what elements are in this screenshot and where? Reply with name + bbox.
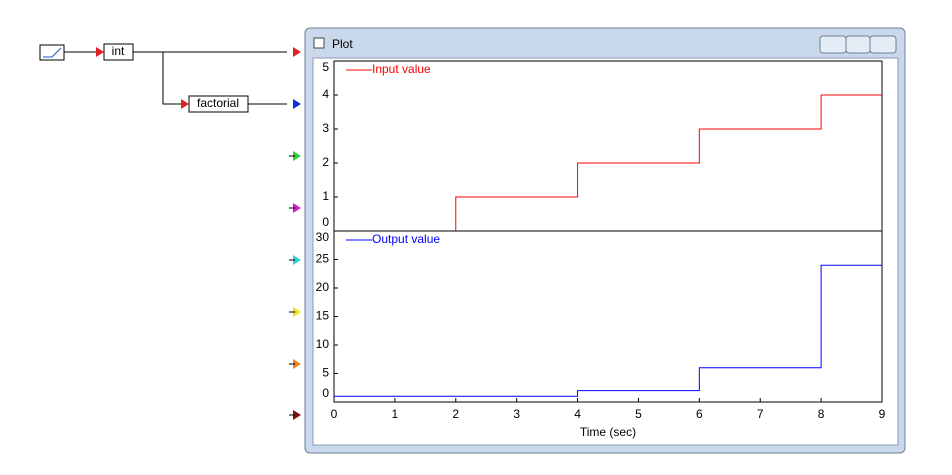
x-tick-label: 5 (635, 407, 642, 421)
x-tick-label: 0 (331, 407, 338, 421)
y-tick-label: 0 (322, 215, 329, 229)
y-tick-label: 10 (316, 337, 330, 351)
plot-canvas (312, 57, 899, 446)
y-tick-label: 20 (316, 280, 330, 294)
y-tick-label: 3 (322, 121, 329, 135)
x-tick-label: 3 (513, 407, 520, 421)
y-tick-label: 0 (322, 386, 329, 400)
block-label: factorial (197, 96, 239, 110)
x-tick-label: 2 (452, 407, 459, 421)
x-tick-label: 4 (574, 407, 581, 421)
port (96, 47, 104, 57)
x-axis-label: Time (sec) (580, 425, 636, 439)
y-tick-label: 1 (322, 189, 329, 203)
x-tick-label: 9 (879, 407, 886, 421)
y-tick-label: 5 (322, 366, 329, 380)
series-line (334, 264, 882, 397)
x-tick-label: 6 (696, 407, 703, 421)
legend-label: Output value (372, 232, 440, 246)
x-tick-label: 1 (392, 407, 399, 421)
ramp-icon (43, 47, 62, 58)
y-tick-label: 5 (322, 60, 329, 74)
y-tick-label: 2 (322, 155, 329, 169)
window-title: Plot (332, 37, 353, 51)
x-tick-label: 8 (818, 407, 825, 421)
y-tick-label: 15 (316, 309, 330, 323)
window-icon (313, 37, 325, 49)
scope-ports (289, 47, 301, 420)
legend-label: Input value (372, 62, 431, 76)
close-button[interactable] (869, 35, 897, 54)
x-tick-label: 7 (757, 407, 764, 421)
plot-window: Plot (304, 27, 906, 454)
block-label: int (112, 44, 125, 58)
maximize-button[interactable] (845, 35, 871, 54)
y-tick-label: 4 (322, 87, 329, 101)
y-tick-label: 30 (316, 230, 330, 244)
wire (133, 51, 287, 105)
series-line (334, 94, 882, 232)
y-tick-label: 25 (316, 252, 330, 266)
ramp-block[interactable] (39, 44, 65, 61)
port (181, 99, 189, 109)
minimize-button[interactable] (819, 35, 847, 54)
diagram: int factorial (39, 43, 301, 420)
